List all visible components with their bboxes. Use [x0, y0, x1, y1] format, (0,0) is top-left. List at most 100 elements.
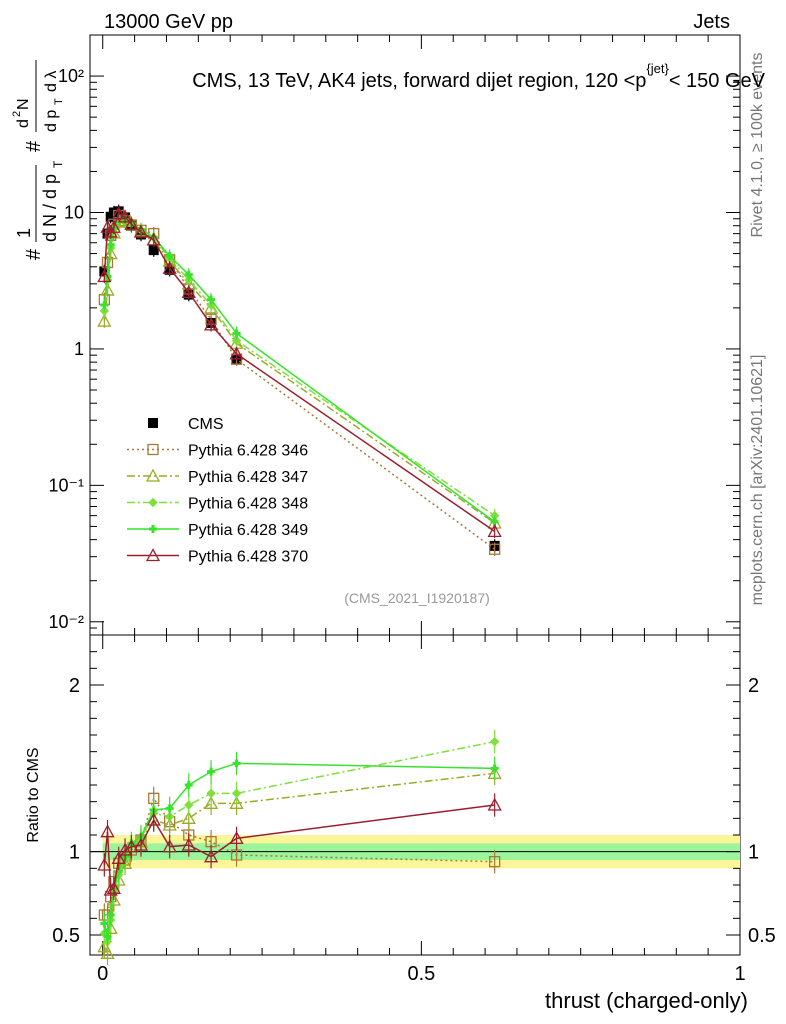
main-data-point — [100, 282, 115, 296]
svg-text:2: 2 — [11, 111, 23, 117]
main-y-tick-label: 10⁻¹ — [48, 475, 84, 495]
legend-label: Pythia 6.428 346 — [188, 443, 308, 460]
main-y-tick-label: 10² — [58, 66, 84, 86]
main-data-point — [133, 224, 149, 238]
svg-text:T: T — [51, 160, 65, 168]
legend-label: Pythia 6.428 370 — [188, 549, 308, 566]
main-data-point — [103, 246, 118, 260]
main-data-point — [203, 317, 219, 331]
ratio-data-point — [181, 810, 196, 824]
ratio-y-tick-label-right: 0.5 — [748, 925, 776, 947]
ratio-data-point — [231, 788, 242, 799]
main-data-point — [101, 256, 114, 269]
main-y-tick-label: 10 — [64, 202, 84, 222]
ratio-y-tick-label-right: 1 — [748, 842, 759, 864]
svg-text:1: 1 — [14, 228, 34, 238]
legend-marker — [145, 548, 161, 562]
svg-text:d: d — [15, 119, 32, 128]
ratio-data-point — [100, 919, 109, 928]
main-y-tick-label: 1 — [74, 339, 84, 359]
main-y-axis-label: # 1 d N / d p T # d 2 N d p T d λ — [11, 60, 65, 260]
ratio-data-point — [184, 800, 194, 810]
ratio-data-point — [487, 797, 502, 811]
main-series-5 — [97, 206, 502, 539]
main-series-group — [97, 204, 502, 556]
legend: CMS Pythia 6.428 346 Pythia 6.428 347 Pythi… — [127, 416, 308, 566]
source-label: mcplots.cern.ch [arXiv:2401.10621] — [749, 355, 766, 606]
main-data-point — [489, 543, 501, 555]
main-data-point — [207, 295, 216, 304]
main-data-point — [487, 524, 502, 538]
ratio-data-point — [232, 759, 241, 768]
ratio-data-point — [203, 795, 219, 809]
x-tick-label: 0.5 — [407, 963, 435, 985]
main-data-point — [232, 329, 241, 338]
legend-marker — [148, 497, 158, 508]
ratio-data-point — [124, 839, 139, 853]
main-axis-ticks: 10⁻² 10⁻¹ 1 10 10² — [48, 34, 741, 636]
main-data-point — [203, 300, 219, 314]
analysis-watermark: (CMS_2021_I1920187) — [344, 590, 490, 606]
legend-label: Pythia 6.428 348 — [188, 496, 308, 513]
main-data-point — [165, 251, 174, 260]
ratio-data-point — [162, 839, 177, 853]
main-data-point — [97, 313, 112, 327]
ratio-data-point — [229, 830, 244, 844]
ratio-data-point — [489, 736, 500, 747]
ratio-data-point — [117, 842, 133, 856]
legend-marker — [148, 418, 158, 428]
ratio-data-point — [207, 767, 216, 776]
energy-label: 13000 GeV pp — [104, 11, 233, 33]
ratio-y-tick-label: 2 — [69, 675, 80, 697]
svg-text:d λ: d λ — [43, 71, 60, 92]
main-data-point — [162, 260, 177, 274]
main-data-point — [106, 240, 115, 249]
main-panel-frame — [89, 34, 741, 636]
main-data-point — [124, 216, 139, 230]
legend-marker — [145, 468, 161, 482]
main-data-point — [231, 335, 242, 346]
ratio-series-4 — [97, 793, 502, 902]
main-data-point — [148, 245, 159, 256]
main-data-point — [146, 232, 161, 246]
main-data-point — [100, 300, 109, 309]
svg-text:d p: d p — [43, 110, 60, 132]
legend-label: Pythia 6.428 347 — [188, 469, 308, 486]
svg-text:d N / d p: d N / d p — [40, 174, 60, 242]
ratio-data-point — [133, 837, 149, 851]
ratio-data-point — [97, 857, 112, 871]
legend-label: CMS — [188, 416, 224, 433]
ratio-data-point — [184, 781, 193, 789]
main-data-point — [181, 284, 196, 298]
ratio-series-group — [97, 730, 502, 965]
legend-label: Pythia 6.428 349 — [188, 522, 308, 539]
main-data-point — [111, 206, 126, 220]
ratio-data-point — [106, 911, 115, 919]
ratio-y-axis-label: Ratio to CMS — [25, 747, 42, 842]
x-axis-label: thrust (charged-only) — [545, 988, 748, 1013]
legend-marker — [149, 525, 157, 533]
ratio-data-point — [162, 817, 177, 831]
ratio-data-point — [111, 850, 126, 864]
ratio-y-tick-label: 1 — [69, 842, 80, 864]
svg-text:#: # — [23, 140, 45, 152]
main-data-point — [106, 219, 121, 233]
ratio-data-point — [203, 849, 219, 863]
ratio-data-point — [146, 812, 161, 826]
ratio-data-point — [114, 867, 123, 876]
main-data-point — [97, 269, 112, 283]
main-data-point — [117, 209, 133, 223]
svg-text:#: # — [23, 248, 45, 260]
ratio-axis-ticks: 0 0.5 10.5 0.51 12 2 — [52, 635, 776, 985]
ratio-data-point — [100, 945, 115, 959]
chart-title: CMS, 13 TeV, AK4 jets, forward dijet reg… — [192, 61, 765, 92]
ratio-y-tick-label: 0.5 — [52, 925, 80, 947]
x-tick-label: 0 — [97, 963, 108, 985]
x-tick-label: 1 — [734, 963, 745, 985]
rivet-version-label: Rivet 4.1.0, ≥ 100k events — [749, 53, 766, 238]
ratio-data-point — [165, 804, 174, 813]
ratio-data-point — [229, 795, 244, 809]
ratio-data-point — [206, 788, 216, 799]
ratio-data-point — [103, 932, 112, 941]
